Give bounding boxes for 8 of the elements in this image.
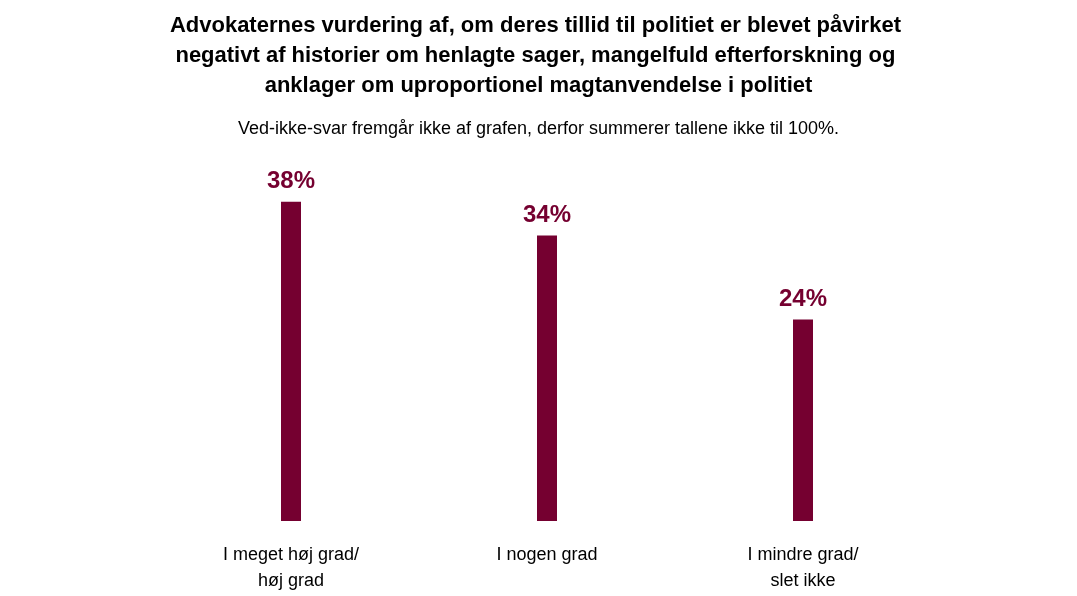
x-tick-label: I mindre grad/ slet ikke	[747, 544, 859, 590]
data-label: 24%	[778, 283, 828, 311]
x-tick-label: I meget høj grad/ høj grad	[222, 544, 360, 590]
x-tick-label: I nogen grad	[496, 544, 598, 564]
data-label: 38%	[266, 166, 316, 194]
chart-subtitle: Ved-ikke-svar fremgår ikke af grafen, derfor summerer tallene ikke til 100%.	[237, 118, 840, 138]
data-label: 34%	[522, 199, 572, 227]
chart-title: Advokaternes vurdering af, om deres tillid til politiet er blevet påvirket negativt af historier om henlagte sager, mangelfuld efterforskning og anklager om uproportionel magtanvendelse i politiet	[169, 11, 908, 97]
